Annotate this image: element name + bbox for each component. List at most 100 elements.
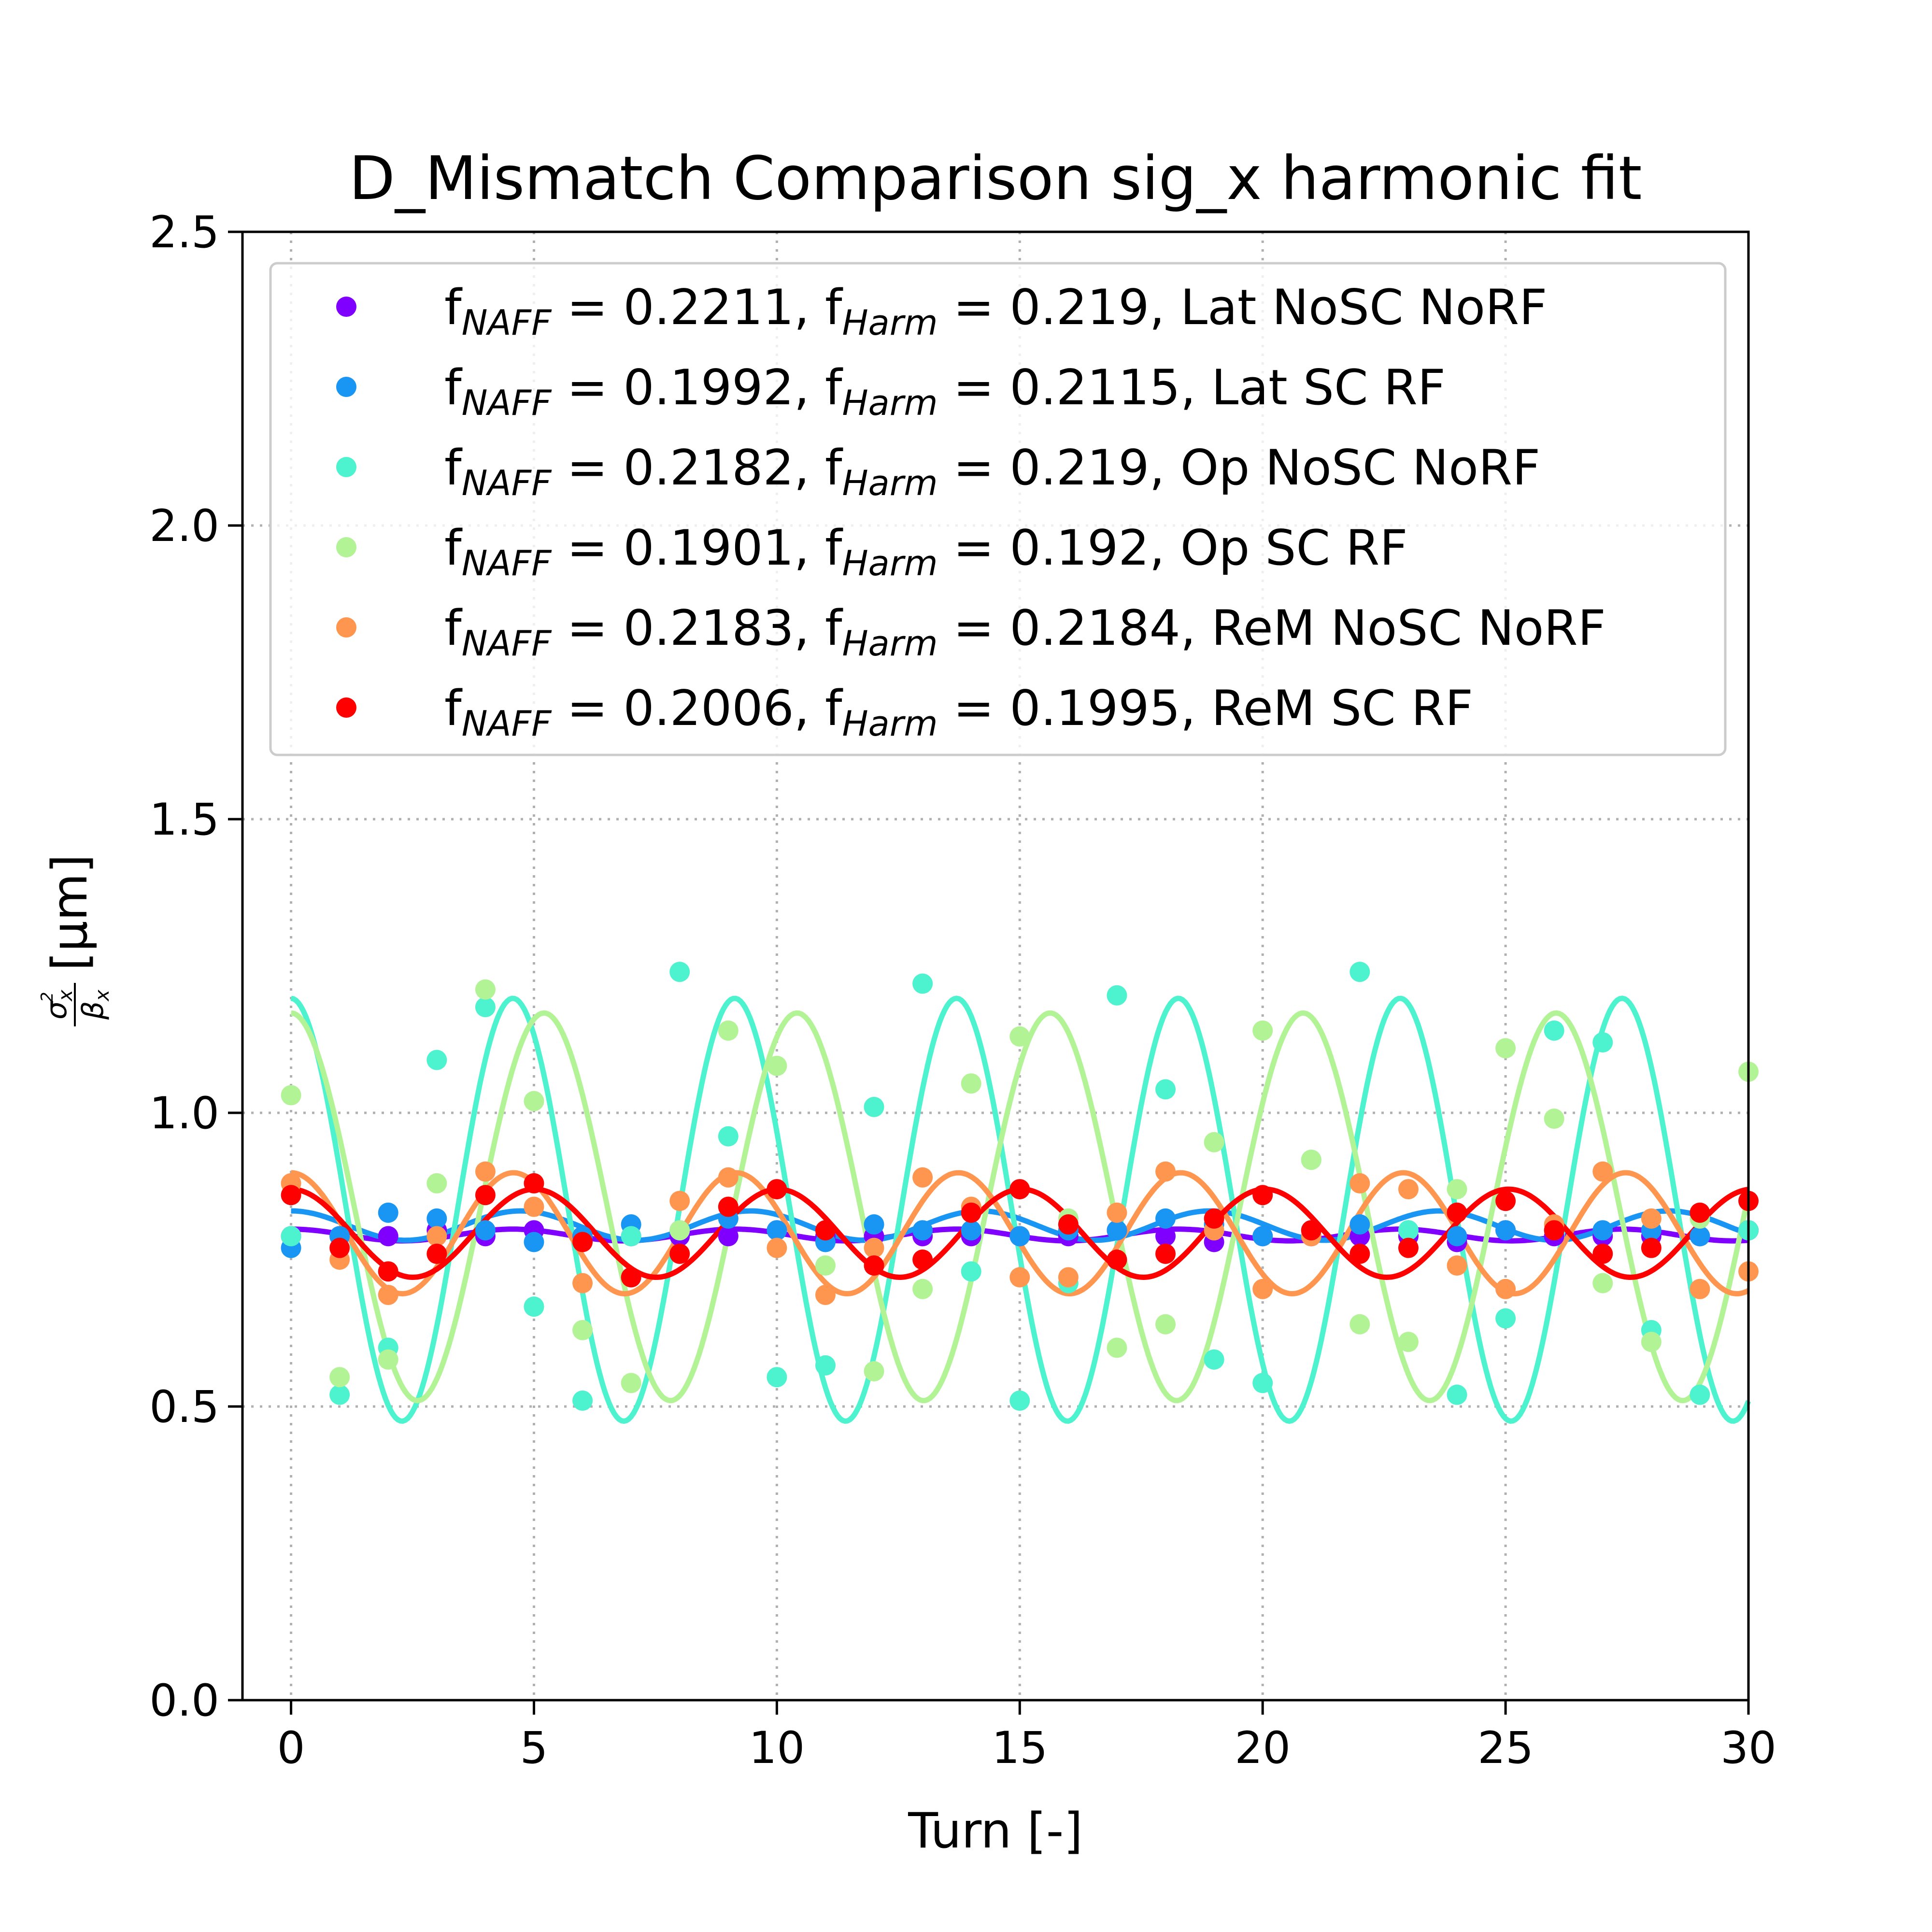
data-point (912, 1250, 933, 1270)
data-point (864, 1214, 884, 1235)
data-point (1009, 1267, 1030, 1288)
legend-marker (336, 537, 356, 557)
data-point (475, 1220, 496, 1241)
legend: fNAFF = 0.2211, fHarm = 0.219, Lat NoSC … (269, 262, 1727, 756)
data-point (475, 997, 496, 1018)
data-point (669, 1243, 690, 1264)
data-point (912, 973, 933, 994)
data-point (329, 1384, 350, 1405)
data-point (1495, 1308, 1516, 1329)
data-point (378, 1202, 398, 1223)
legend-label: fNAFF = 0.2211, fHarm = 0.219, Lat NoSC … (444, 279, 1547, 343)
data-point (669, 1191, 690, 1211)
data-point (621, 1267, 641, 1288)
data-point (378, 1349, 398, 1370)
legend-marker (336, 457, 356, 477)
data-point (815, 1284, 836, 1305)
y-axis-label: σx2 βx [μm] (38, 854, 114, 1026)
data-point (1107, 985, 1127, 1006)
data-point (1495, 1279, 1516, 1299)
data-point (767, 1055, 787, 1076)
data-point (524, 1196, 544, 1217)
data-point (572, 1320, 593, 1340)
data-point (961, 1073, 981, 1094)
data-point (524, 1173, 544, 1193)
data-point (1155, 1314, 1176, 1335)
data-point (572, 1273, 593, 1293)
legend-entry: fNAFF = 0.2006, fHarm = 0.1995, ReM SC R… (336, 680, 1473, 744)
data-point (329, 1237, 350, 1258)
data-point (1447, 1202, 1467, 1223)
data-point (1107, 1337, 1127, 1358)
data-point (1009, 1390, 1030, 1411)
data-point (1155, 1079, 1176, 1100)
data-point (281, 1226, 301, 1247)
data-point (1690, 1384, 1710, 1405)
x-tick-label: 5 (520, 1723, 548, 1774)
data-point (475, 1161, 496, 1182)
data-point (1350, 962, 1370, 982)
data-point (815, 1255, 836, 1276)
data-point (1301, 1150, 1321, 1170)
data-point (718, 1226, 739, 1247)
data-point (1350, 1214, 1370, 1235)
data-point (912, 1279, 933, 1299)
data-point (1009, 1179, 1030, 1200)
data-point (1301, 1220, 1321, 1241)
data-point (1350, 1243, 1370, 1264)
data-point (426, 1173, 447, 1193)
data-point (1350, 1173, 1370, 1193)
data-point (475, 1185, 496, 1206)
data-point (1204, 1349, 1224, 1370)
data-point (1058, 1214, 1079, 1235)
data-point (524, 1296, 544, 1317)
fit-line (290, 1010, 1751, 1404)
x-tick-label: 30 (1720, 1723, 1776, 1774)
data-point (524, 1232, 544, 1252)
data-point (1155, 1243, 1176, 1264)
legend-label: fNAFF = 0.1901, fHarm = 0.192, Op SC RF (444, 519, 1407, 583)
data-point (718, 1196, 739, 1217)
data-point (1495, 1038, 1516, 1059)
legend-entry: fNAFF = 0.1901, fHarm = 0.192, Op SC RF (336, 519, 1407, 583)
data-point (1107, 1250, 1127, 1270)
data-point (669, 962, 690, 982)
y-axis-label-denominator: βx (76, 990, 114, 1020)
data-point (426, 1226, 447, 1247)
x-axis-label: Turn [-] (908, 1802, 1083, 1859)
y-tick-label: 0.5 (149, 1382, 219, 1433)
data-point (572, 1232, 593, 1252)
data-point (1107, 1202, 1127, 1223)
data-point (864, 1096, 884, 1117)
data-point (1690, 1279, 1710, 1299)
legend-box (269, 262, 1727, 756)
data-point (1398, 1179, 1419, 1200)
data-point (1204, 1132, 1224, 1152)
data-point (718, 1020, 739, 1041)
plot-frame (241, 230, 1750, 1702)
data-point (1252, 1020, 1273, 1041)
data-point (767, 1237, 787, 1258)
data-point (475, 979, 496, 1000)
y-tick-label: 0.0 (149, 1676, 219, 1726)
data-point (1447, 1179, 1467, 1200)
data-point (1252, 1373, 1273, 1393)
data-point (281, 1185, 301, 1206)
data-point (912, 1167, 933, 1188)
data-point (1592, 1032, 1613, 1053)
data-point (1155, 1208, 1176, 1229)
data-point (621, 1373, 641, 1393)
legend-entry: fNAFF = 0.2182, fHarm = 0.219, Op NoSC N… (336, 439, 1540, 503)
data-point (1398, 1237, 1419, 1258)
x-axis: 0 5 10 15 20 25 30 (277, 1700, 1776, 1774)
x-tick-label: 20 (1235, 1723, 1291, 1774)
data-point (1350, 1314, 1370, 1335)
data-point (378, 1226, 398, 1247)
data-point (378, 1284, 398, 1305)
fit-line (290, 995, 1751, 1424)
data-point (1641, 1237, 1662, 1258)
data-point (961, 1220, 981, 1241)
data-point (912, 1220, 933, 1241)
data-point (1544, 1220, 1564, 1241)
data-point (1252, 1226, 1273, 1247)
